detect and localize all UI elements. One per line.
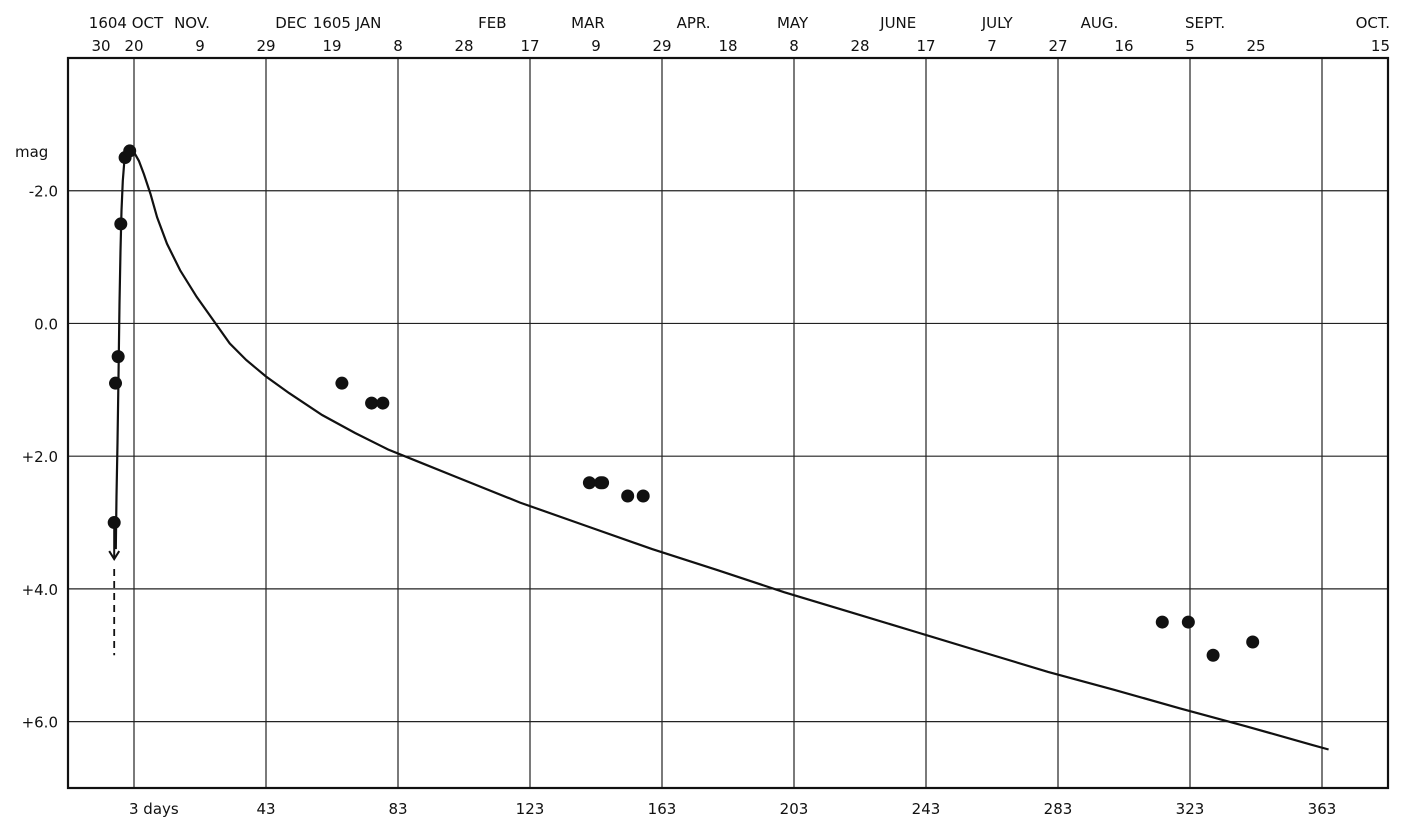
x-tick-labels-bottom: 3 days 43 83 123 163 203 243 283 323 363 bbox=[129, 800, 1336, 818]
day-label: 25 bbox=[1246, 37, 1265, 55]
day-label: 16 bbox=[1114, 37, 1133, 55]
data-point bbox=[636, 489, 650, 503]
month-label: NOV. bbox=[174, 14, 210, 32]
day-label: 17 bbox=[520, 37, 539, 55]
day-label: 15 bbox=[1371, 37, 1390, 55]
x-tick-label: 83 bbox=[388, 800, 407, 818]
data-point bbox=[365, 396, 379, 410]
day-label: 29 bbox=[256, 37, 275, 55]
y-tick-labels: -2.0 0.0 +2.0 +4.0 +6.0 bbox=[22, 183, 58, 732]
day-label: 28 bbox=[454, 37, 473, 55]
data-point bbox=[109, 376, 123, 390]
day-label: 18 bbox=[718, 37, 737, 55]
day-label: 7 bbox=[987, 37, 997, 55]
day-label: 9 bbox=[591, 37, 601, 55]
data-point bbox=[1206, 648, 1220, 662]
day-label: 27 bbox=[1048, 37, 1067, 55]
data-point bbox=[114, 217, 128, 231]
x-tick-label: 203 bbox=[780, 800, 809, 818]
x-tick-label: 163 bbox=[648, 800, 677, 818]
day-label: 30 bbox=[91, 37, 110, 55]
y-tick-label: +4.0 bbox=[22, 581, 58, 599]
data-point bbox=[107, 516, 121, 530]
data-point bbox=[1155, 615, 1169, 629]
month-label: MAR bbox=[571, 14, 605, 32]
x-tick-labels-top-days: 30 20 9 29 19 8 28 17 9 29 18 8 28 17 7 27 16 5 25 15 bbox=[91, 37, 1390, 55]
month-label: FEB bbox=[478, 14, 506, 32]
month-label: MAY bbox=[777, 14, 809, 32]
data-point bbox=[1246, 635, 1260, 649]
month-label: JUNE bbox=[879, 14, 916, 32]
data-point bbox=[1181, 615, 1195, 629]
month-label: 1605 JAN bbox=[313, 14, 382, 32]
y-tick-label: +2.0 bbox=[22, 448, 58, 466]
x-tick-label: 323 bbox=[1176, 800, 1205, 818]
day-label: 20 bbox=[124, 37, 143, 55]
day-label: 19 bbox=[322, 37, 341, 55]
x-tick-label: 123 bbox=[516, 800, 545, 818]
x-tick-labels-top-months: 1604 OCT NOV. DEC 1605 JAN FEB MAR APR. MAY JUNE… bbox=[89, 14, 1390, 32]
month-label: APR. bbox=[677, 14, 711, 32]
fit-curve-line bbox=[114, 148, 1329, 751]
month-label: JULY bbox=[981, 14, 1014, 32]
day-label: 28 bbox=[850, 37, 869, 55]
y-tick-label: -2.0 bbox=[29, 183, 58, 201]
day-label: 29 bbox=[652, 37, 671, 55]
y-tick-label: +6.0 bbox=[22, 714, 58, 732]
x-tick-label: 3 days bbox=[129, 800, 179, 818]
x-tick-label: 243 bbox=[912, 800, 941, 818]
data-point bbox=[123, 144, 137, 158]
x-tick-label: 363 bbox=[1308, 800, 1337, 818]
data-point bbox=[335, 376, 349, 390]
data-point bbox=[596, 476, 610, 490]
grid-lines bbox=[68, 58, 1388, 788]
upper-limit-arrow-head bbox=[108, 550, 121, 561]
y-tick-label: 0.0 bbox=[34, 315, 58, 333]
x-tick-label: 283 bbox=[1044, 800, 1073, 818]
month-label: 1604 OCT bbox=[89, 14, 164, 32]
day-label: 8 bbox=[393, 37, 403, 55]
fit-curve-layer bbox=[114, 148, 1329, 751]
x-tick-label: 43 bbox=[256, 800, 275, 818]
data-point bbox=[582, 476, 596, 490]
data-point bbox=[621, 489, 635, 503]
month-label: SEPT. bbox=[1185, 14, 1225, 32]
day-label: 17 bbox=[916, 37, 935, 55]
day-label: 5 bbox=[1185, 37, 1195, 55]
month-label: DEC bbox=[275, 14, 307, 32]
data-point bbox=[111, 350, 125, 364]
data-point bbox=[376, 396, 390, 410]
plot-frame bbox=[66, 56, 1390, 790]
month-label: AUG. bbox=[1081, 14, 1119, 32]
day-label: 8 bbox=[789, 37, 799, 55]
month-label: OCT. bbox=[1356, 14, 1390, 32]
y-axis-label: mag bbox=[15, 143, 48, 161]
data-points bbox=[107, 144, 1260, 662]
day-label: 9 bbox=[195, 37, 205, 55]
